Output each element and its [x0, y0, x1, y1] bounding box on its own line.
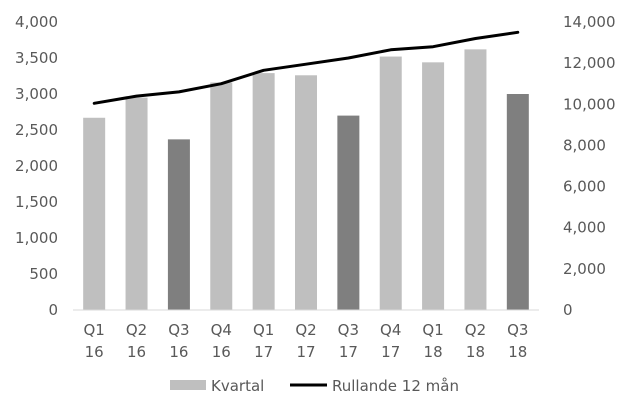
x-tick-label-year: 16	[212, 343, 231, 361]
x-tick-label-quarter: Q3	[168, 321, 189, 339]
x-tick-label-year: 16	[85, 343, 104, 361]
x-tick-label-year: 18	[466, 343, 485, 361]
x-tick-label-year: 17	[381, 343, 400, 361]
left-tick-label: 1,500	[15, 193, 58, 211]
left-tick-label: 3,500	[15, 49, 58, 67]
right-axis: 0 2,000 4,000 6,000 8,000 10,000 12,000 14,000	[563, 13, 616, 319]
right-tick-label: 0	[563, 301, 573, 319]
x-tick-label-quarter: Q4	[211, 321, 232, 339]
bar	[125, 97, 148, 310]
right-tick-label: 10,000	[563, 95, 616, 113]
bar	[422, 62, 445, 310]
bar	[337, 115, 360, 310]
x-tick-label-year: 17	[254, 343, 273, 361]
bar	[83, 117, 106, 310]
legend-label-kvartal: Kvartal	[211, 377, 264, 395]
x-tick-label-quarter: Q2	[126, 321, 147, 339]
x-tick-label-quarter: Q4	[380, 321, 401, 339]
x-tick-label-quarter: Q1	[422, 321, 443, 339]
right-tick-label: 14,000	[563, 13, 616, 31]
left-tick-label: 4,000	[15, 13, 58, 31]
x-tick-label-year: 17	[339, 343, 358, 361]
left-tick-label: 1,000	[15, 229, 58, 247]
right-tick-label: 6,000	[563, 178, 606, 196]
series-line	[92, 30, 520, 105]
x-tick-label-quarter: Q1	[253, 321, 274, 339]
x-tick-label-year: 17	[296, 343, 315, 361]
left-tick-label: 2,000	[15, 157, 58, 175]
x-tick-label-quarter: Q3	[338, 321, 359, 339]
left-tick-label: 3,000	[15, 85, 58, 103]
bar	[295, 75, 317, 310]
legend-label-rullande: Rullande 12 mån	[332, 377, 459, 395]
x-tick-label-year: 16	[127, 343, 146, 361]
legend-swatch-kvartal	[170, 380, 206, 390]
bar-series-kvartal	[83, 49, 529, 311]
bar	[464, 49, 487, 311]
right-tick-label: 2,000	[563, 260, 606, 278]
x-tick-label-year: 16	[169, 343, 188, 361]
line-series-rullande	[92, 30, 520, 105]
legend: Kvartal Rullande 12 mån	[170, 377, 459, 395]
x-axis: Q1 16 Q2 16 Q3 16 Q4 16 Q1 17 Q2 17 Q3 17 Q4 17 Q1 18 Q2 18…	[84, 321, 529, 361]
bar	[506, 94, 529, 310]
left-tick-label: 500	[29, 265, 58, 283]
left-axis: 0 500 1,000 1,500 2,000 2,500 3,000 3,500 4,000	[15, 13, 58, 319]
x-tick-label-quarter: Q1	[84, 321, 105, 339]
right-tick-label: 12,000	[563, 54, 616, 72]
x-tick-label-year: 18	[508, 343, 527, 361]
right-tick-label: 4,000	[563, 219, 606, 237]
bar	[252, 73, 275, 311]
left-tick-label: 2,500	[15, 121, 58, 139]
right-tick-label: 8,000	[563, 136, 606, 154]
left-tick-label: 0	[48, 301, 58, 319]
bar	[210, 82, 233, 310]
x-tick-label-quarter: Q2	[295, 321, 316, 339]
x-tick-label-quarter: Q3	[507, 321, 528, 339]
x-tick-label-quarter: Q2	[465, 321, 486, 339]
x-tick-label-year: 18	[424, 343, 443, 361]
bar	[167, 139, 190, 310]
bar	[379, 56, 402, 311]
